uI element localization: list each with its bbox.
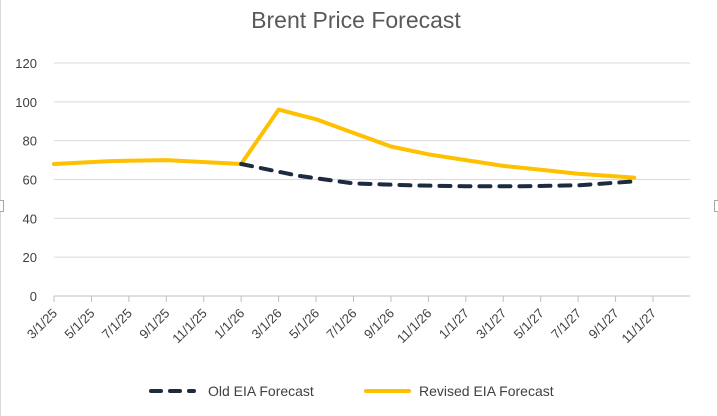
x-tick-label: 7/1/27 bbox=[548, 306, 584, 342]
x-tick-label: 11/1/26 bbox=[394, 306, 435, 347]
x-tick-label: 5/1/25 bbox=[61, 306, 97, 342]
right-resize-handle[interactable] bbox=[714, 200, 718, 212]
x-tick-label: 3/1/25 bbox=[24, 306, 60, 342]
left-resize-handle[interactable] bbox=[0, 200, 4, 212]
series-lines bbox=[52, 107, 637, 189]
y-tick-label: 80 bbox=[23, 134, 37, 149]
x-tick-label: 9/1/27 bbox=[586, 306, 622, 342]
x-tick-label: 7/1/25 bbox=[99, 306, 135, 342]
legend-label: Revised EIA Forecast bbox=[419, 383, 554, 399]
y-tick-label: 20 bbox=[23, 250, 37, 265]
legend-label: Old EIA Forecast bbox=[208, 383, 314, 399]
x-tick-label: 3/1/27 bbox=[473, 306, 509, 342]
x-tick-label: 5/1/26 bbox=[286, 306, 322, 342]
x-tick-label: 11/1/25 bbox=[169, 306, 210, 347]
x-tick-label: 3/1/26 bbox=[249, 306, 285, 342]
x-tick-label: 11/1/27 bbox=[619, 306, 660, 347]
series-line-revised-eia-forecast bbox=[52, 107, 637, 180]
y-tick-label: 100 bbox=[15, 95, 37, 110]
x-tick-label: 9/1/25 bbox=[136, 306, 172, 342]
legend: Old EIA Forecast Revised EIA Forecast bbox=[149, 383, 554, 399]
y-axis-ticks: 0 20 40 60 80 100 120 bbox=[15, 56, 37, 304]
y-tick-label: 0 bbox=[30, 289, 37, 304]
x-tick-label: 9/1/26 bbox=[361, 306, 397, 342]
x-tick-label: 5/1/27 bbox=[511, 306, 547, 342]
x-tick-label: 1/1/26 bbox=[211, 306, 247, 342]
x-tick-label: 1/1/27 bbox=[436, 306, 472, 342]
y-tick-label: 60 bbox=[23, 173, 37, 188]
y-tick-label: 120 bbox=[15, 56, 37, 71]
gridlines bbox=[54, 62, 690, 297]
x-tick-label: 7/1/26 bbox=[323, 306, 359, 342]
series-line-old-eia-forecast bbox=[239, 162, 637, 189]
y-tick-label: 40 bbox=[23, 211, 37, 226]
chart-title: Brent Price Forecast bbox=[251, 7, 461, 33]
